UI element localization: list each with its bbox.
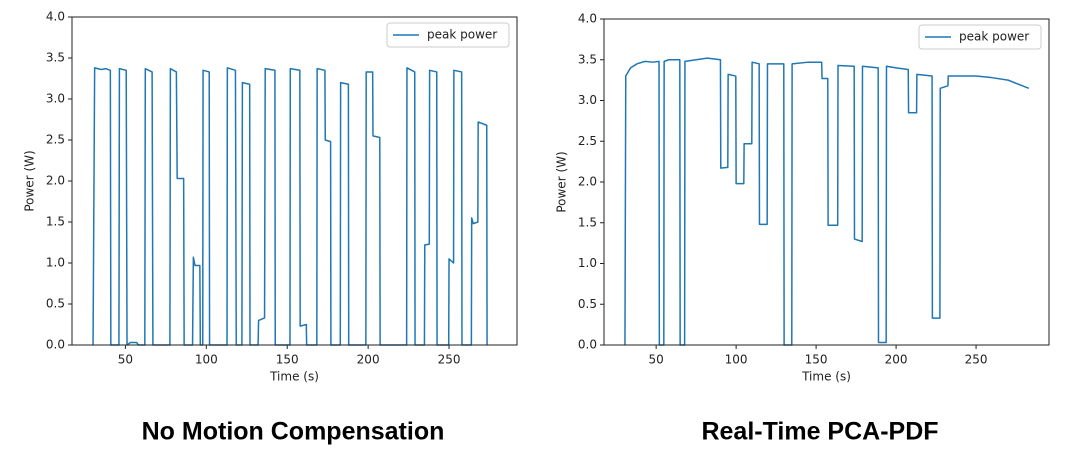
x-tick-label: 200: [357, 353, 380, 367]
y-tick-label: 2.5: [578, 134, 597, 148]
legend-label: peak power: [427, 28, 497, 42]
y-tick-label: 0.5: [578, 297, 597, 311]
y-axis-label: Power (W): [555, 151, 569, 212]
y-tick-label: 2.5: [46, 133, 65, 147]
y-tick-label: 3.0: [578, 93, 597, 107]
y-tick-label: 4.0: [46, 10, 65, 24]
x-tick-label: 50: [118, 353, 133, 367]
x-tick-label: 250: [438, 353, 461, 367]
y-tick-label: 3.0: [46, 92, 65, 106]
y-tick-label: 2.0: [578, 175, 597, 189]
x-tick-label: 100: [725, 353, 748, 367]
legend-box: [386, 22, 510, 48]
x-tick-label: 150: [276, 353, 299, 367]
y-tick-label: 2.0: [46, 174, 65, 188]
y-axis-label: Power (W): [23, 150, 37, 211]
chart-caption: No Motion Compensation: [142, 418, 445, 446]
legend-box: [918, 24, 1042, 50]
legend-label: peak power: [959, 30, 1029, 44]
y-tick-label: 1.5: [578, 215, 597, 229]
data-line: [92, 67, 488, 346]
y-tick-label: 4.0: [578, 12, 597, 26]
y-tick-label: 1.0: [578, 256, 597, 270]
y-tick-label: 1.0: [46, 256, 65, 270]
x-axis-label: Time (s): [801, 370, 851, 384]
y-tick-label: 3.5: [578, 52, 597, 66]
y-tick-label: 1.5: [46, 215, 65, 229]
plot-frame: [71, 16, 518, 346]
x-tick-label: 50: [649, 353, 664, 367]
y-tick-label: 3.5: [46, 51, 65, 65]
data-line: [624, 57, 1030, 346]
x-tick-label: 100: [195, 353, 218, 367]
y-tick-label: 0.0: [578, 338, 597, 352]
x-tick-label: 200: [885, 353, 908, 367]
x-tick-label: 150: [805, 353, 828, 367]
x-tick-label: 250: [965, 353, 988, 367]
y-tick-label: 0.5: [46, 297, 65, 311]
plot-frame: [603, 18, 1050, 346]
x-axis-label: Time (s): [269, 370, 319, 384]
y-tick-label: 0.0: [46, 338, 65, 352]
chart-caption: Real-Time PCA-PDF: [701, 418, 938, 446]
